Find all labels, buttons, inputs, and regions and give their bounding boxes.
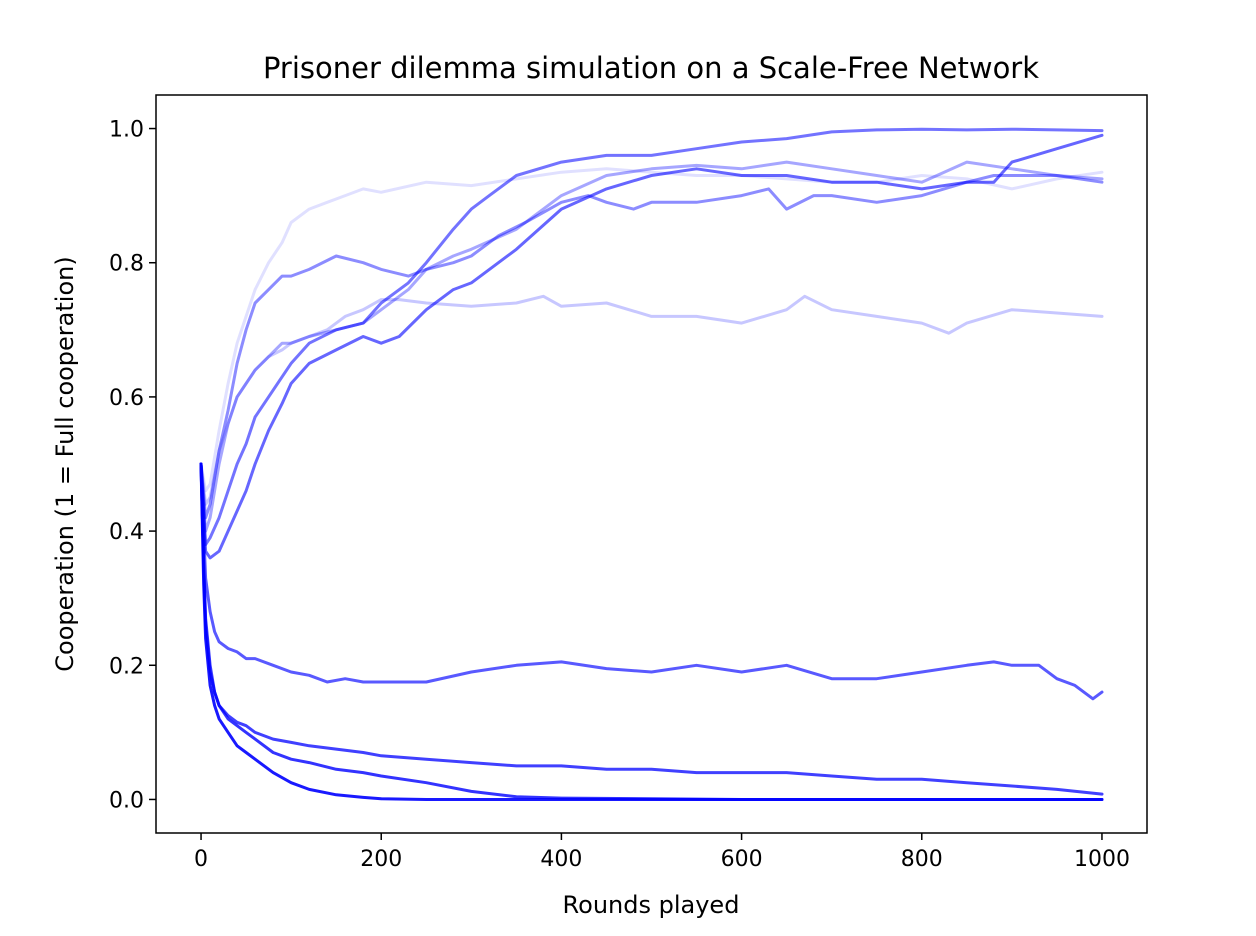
series-line-10: [199, 462, 1104, 801]
series-line-5: [199, 127, 1104, 546]
y-tick-label: 0.6: [109, 386, 144, 411]
series-line-6: [199, 133, 1104, 560]
plot-area-frame: [155, 94, 1148, 834]
x-tick-label: 400: [540, 847, 582, 872]
x-axis-label: Rounds played: [563, 891, 740, 919]
y-tick-label: 0.8: [109, 252, 144, 277]
series-line-3: [199, 160, 1104, 533]
y-tick-label: 0.0: [109, 788, 144, 813]
series-line-4: [199, 174, 1104, 520]
y-axis-label: Cooperation (1 = Full cooperation): [51, 256, 79, 671]
x-tick-label: 600: [721, 847, 763, 872]
x-tick-label: 0: [194, 847, 208, 872]
y-axis: 0.0 0.2 0.4 0.6 0.8 1.0: [109, 118, 156, 813]
y-tick-label: 0.2: [109, 654, 144, 679]
x-tick-label: 1000: [1074, 847, 1130, 872]
series-line-2: [199, 294, 1104, 506]
series-layer: [199, 127, 1104, 801]
x-tick-label: 800: [901, 847, 943, 872]
x-axis: 0 200 400 600 800 1000: [194, 833, 1130, 872]
y-tick-label: 1.0: [109, 118, 144, 143]
y-tick-label: 0.4: [109, 520, 144, 545]
chart-title: Prisoner dilemma simulation on a Scale-F…: [263, 51, 1039, 85]
x-tick-label: 200: [360, 847, 402, 872]
series-line-7: [199, 462, 1104, 701]
